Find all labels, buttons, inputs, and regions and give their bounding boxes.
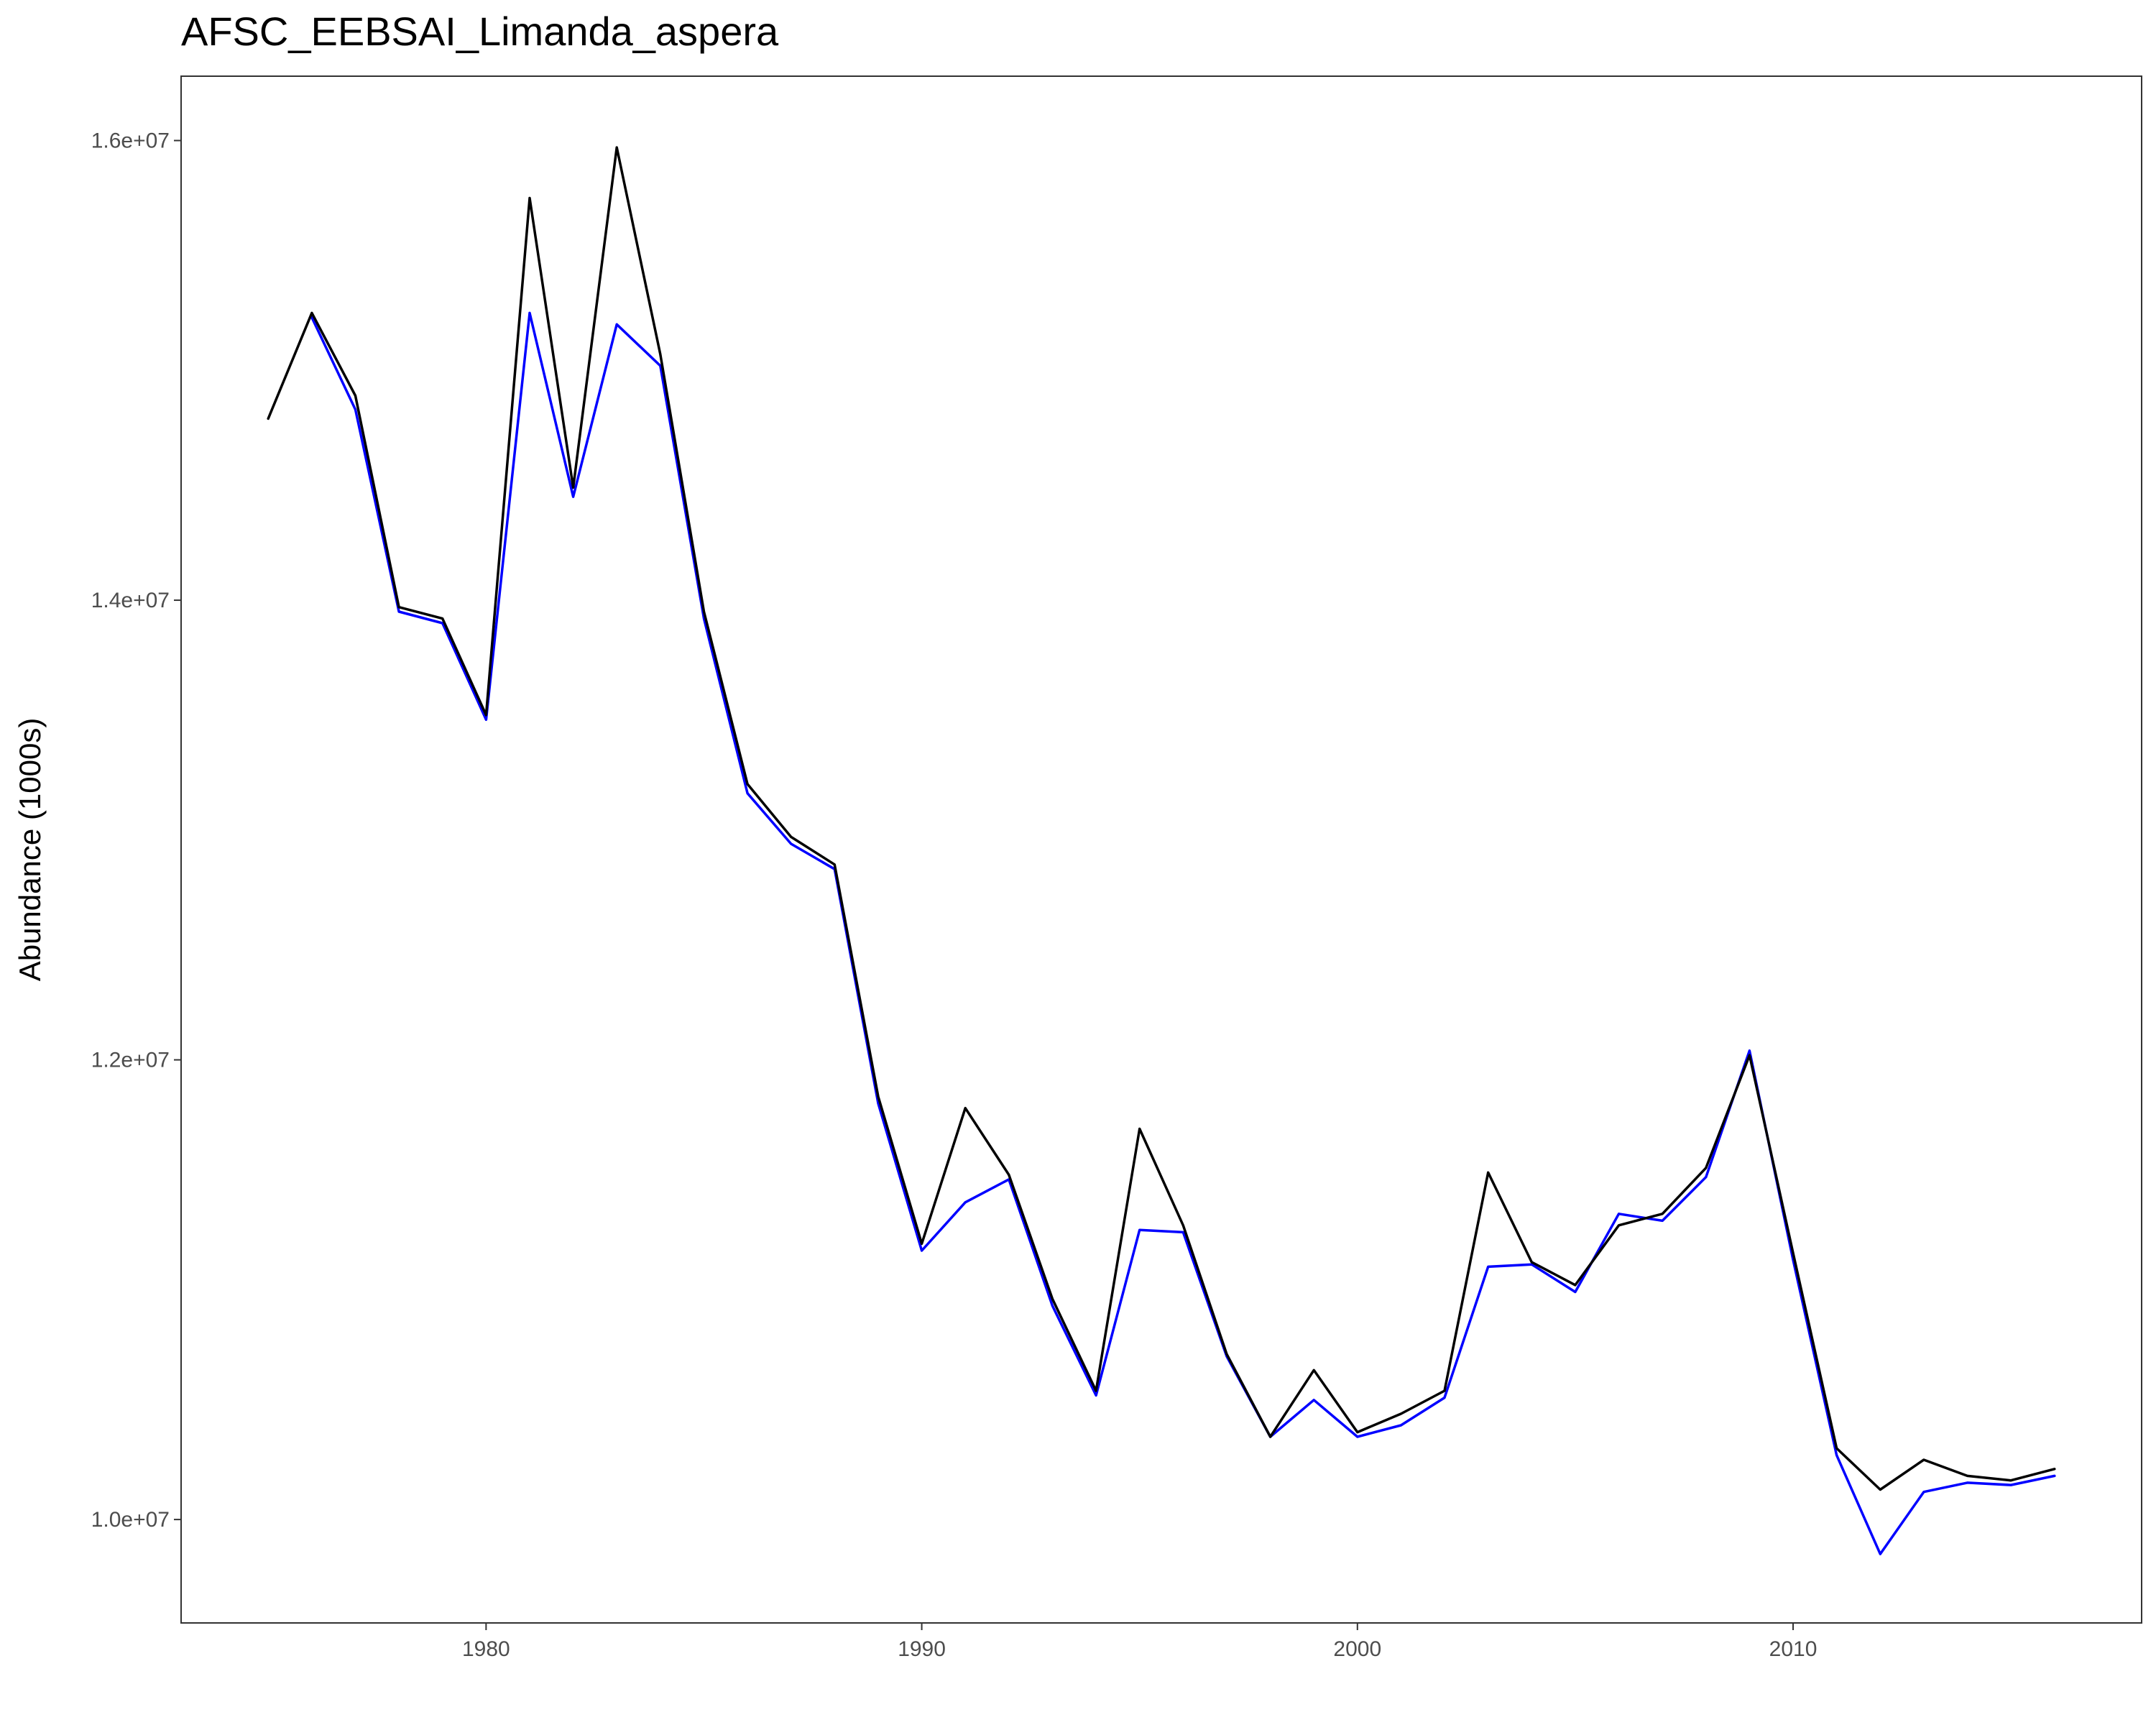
plot-panel-border xyxy=(180,75,2142,1624)
x-axis: 1980 1990 2000 2010 xyxy=(462,1623,1817,1661)
series-line-1 xyxy=(310,311,2056,1555)
y-tick-label: 1.2e+07 xyxy=(91,1049,170,1072)
x-tick-label: 1990 xyxy=(898,1637,946,1661)
x-tick-label: 2010 xyxy=(1769,1637,1818,1661)
x-tick-label: 1980 xyxy=(462,1637,510,1661)
plot-area: 1.0e+07 1.2e+07 1.4e+07 1.6e+07 1980 1990 200… xyxy=(91,75,2142,1661)
y-axis-label: Abundance (1000s) xyxy=(13,718,47,982)
y-tick-label: 1.6e+07 xyxy=(91,129,170,153)
y-tick-label: 1.0e+07 xyxy=(91,1508,170,1532)
series-group xyxy=(267,146,2056,1555)
y-axis: 1.0e+07 1.2e+07 1.4e+07 1.6e+07 xyxy=(91,129,181,1532)
y-tick-label: 1.4e+07 xyxy=(91,589,170,612)
x-tick-label: 2000 xyxy=(1333,1637,1381,1661)
series-line-2 xyxy=(267,146,2056,1491)
chart-title: AFSC_EEBSAI_Limanda_aspera xyxy=(181,9,779,54)
